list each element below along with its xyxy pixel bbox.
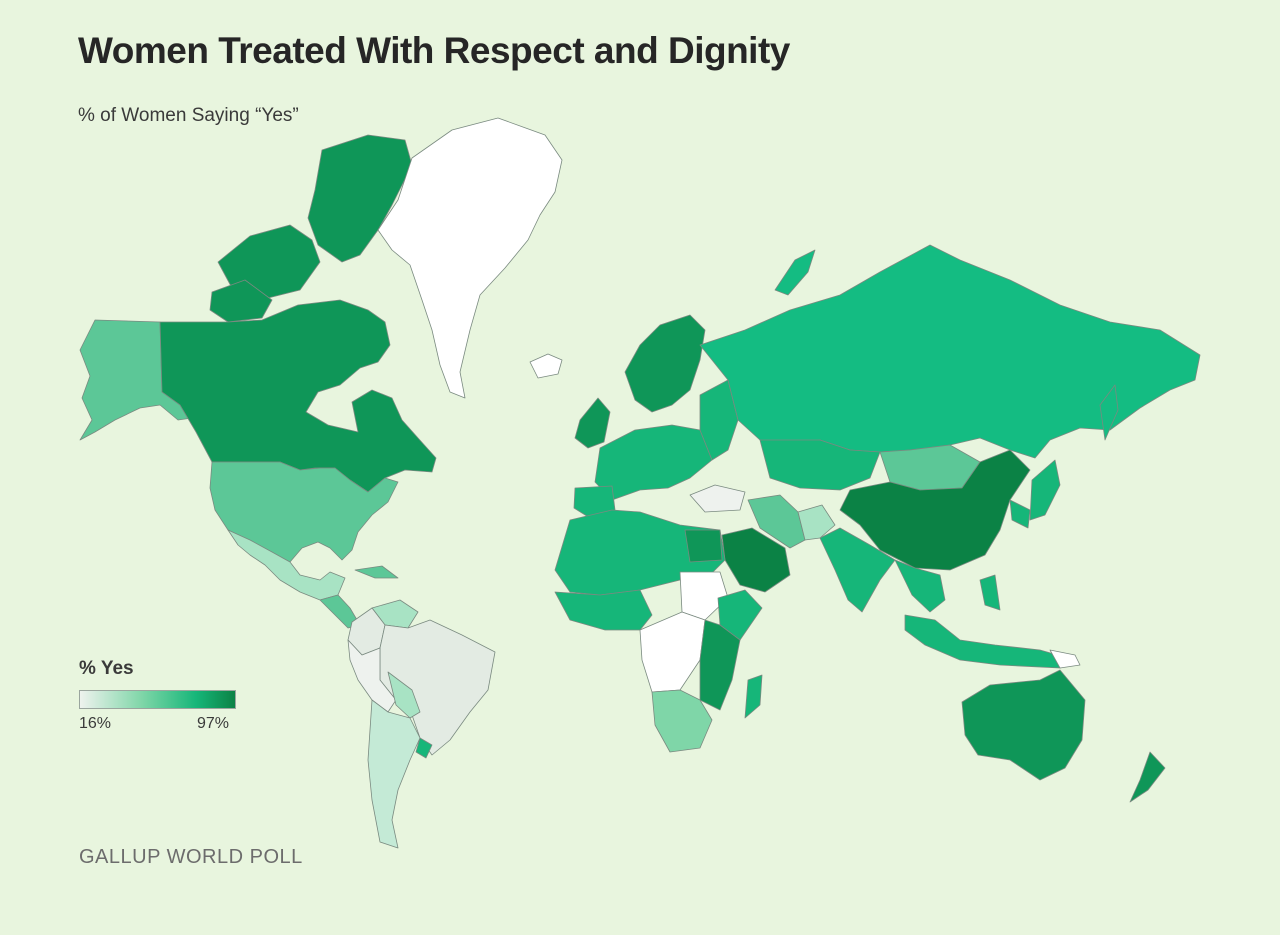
region-indonesia bbox=[904, 614, 1076, 669]
region-greenland bbox=[377, 117, 563, 399]
region-india bbox=[819, 527, 896, 613]
region-iceland bbox=[529, 353, 563, 379]
legend-min-label: 16% bbox=[79, 715, 112, 732]
chart-title: Women Treated With Respect and Dignity bbox=[78, 30, 790, 71]
legend-title: % Yes bbox=[79, 658, 134, 679]
region-sudan bbox=[679, 571, 729, 621]
region-russia bbox=[699, 244, 1201, 459]
region-japan bbox=[1029, 459, 1061, 521]
region-argentina bbox=[367, 699, 421, 849]
region-novaya-zemlya bbox=[774, 249, 816, 296]
region-horn-of-africa bbox=[717, 589, 763, 641]
region-madagascar bbox=[744, 674, 763, 719]
region-canada bbox=[159, 299, 437, 493]
region-saudi-arabia bbox=[721, 527, 791, 593]
region-cuba bbox=[354, 565, 399, 579]
region-east-africa bbox=[699, 619, 741, 711]
region-scandinavia bbox=[624, 314, 706, 413]
region-uruguay bbox=[415, 737, 433, 759]
region-canada-arctic bbox=[307, 134, 413, 263]
region-mexico bbox=[227, 529, 346, 601]
legend-color-scale bbox=[79, 690, 236, 709]
region-philippines bbox=[979, 574, 1001, 611]
region-peru bbox=[347, 639, 397, 713]
legend-max-label: 97% bbox=[197, 715, 230, 732]
legend: % Yes 16% 97% bbox=[79, 658, 239, 737]
region-japan-korea bbox=[1009, 499, 1031, 529]
legend-labels: 16% 97% bbox=[79, 715, 239, 737]
region-west-africa bbox=[554, 589, 653, 631]
region-bolivia-paraguay bbox=[387, 671, 421, 719]
region-canada-arctic-north bbox=[209, 279, 273, 323]
region-southern-africa bbox=[651, 689, 713, 753]
region-new-zealand bbox=[1129, 751, 1166, 803]
source-label: GALLUP WORLD POLL bbox=[79, 846, 303, 868]
region-uk-ireland bbox=[574, 397, 611, 449]
region-australia bbox=[961, 669, 1086, 781]
chart-subtitle: % of Women Saying “Yes” bbox=[78, 105, 299, 126]
region-turkey bbox=[689, 484, 746, 513]
region-papua-new-guinea bbox=[1049, 649, 1081, 669]
region-central-africa bbox=[639, 611, 706, 693]
region-southeast-asia bbox=[894, 559, 946, 613]
region-afghanistan bbox=[797, 504, 836, 541]
region-kazakhstan bbox=[759, 439, 881, 491]
region-kamchatka bbox=[1099, 384, 1119, 441]
region-egypt bbox=[684, 529, 723, 563]
region-china bbox=[839, 449, 1031, 571]
